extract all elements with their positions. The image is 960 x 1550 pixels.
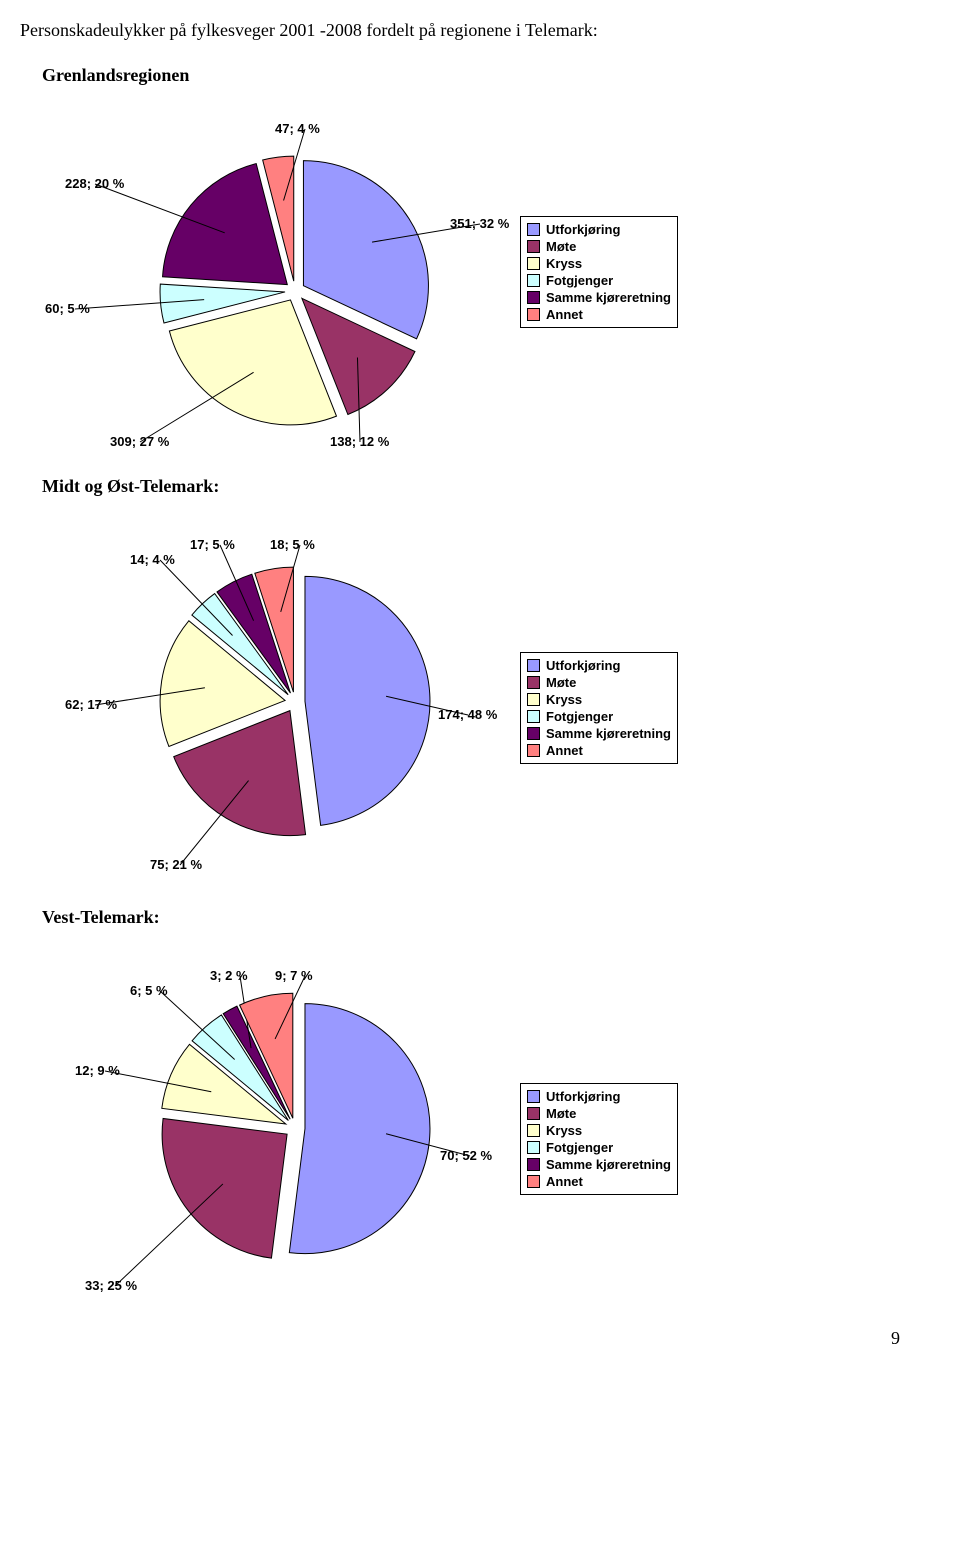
- legend-label: Møte: [546, 239, 576, 254]
- legend-label: Annet: [546, 1174, 583, 1189]
- legend-item: Møte: [527, 674, 671, 691]
- slice-label: 33; 25 %: [85, 1278, 137, 1293]
- legend-item: Utforkjøring: [527, 1088, 671, 1105]
- legend-swatch: [527, 693, 540, 706]
- legend: Utforkjøring Møte Kryss Fotgjenger Samme kjø…: [520, 216, 678, 328]
- legend-swatch: [527, 710, 540, 723]
- legend-item: Kryss: [527, 691, 671, 708]
- chart-block: 174; 48 % 75; 21 % 62; 17 % 14; 4 % 17; 5 % 1…: [20, 497, 920, 897]
- legend-label: Utforkjøring: [546, 222, 620, 237]
- legend-label: Møte: [546, 675, 576, 690]
- legend-label: Fotgjenger: [546, 273, 613, 288]
- slice-label: 70; 52 %: [440, 1148, 492, 1163]
- legend-item: Annet: [527, 306, 671, 323]
- legend-item: Møte: [527, 238, 671, 255]
- slice-label: 12; 9 %: [75, 1063, 120, 1078]
- chart-title: Midt og Øst-Telemark:: [42, 476, 940, 497]
- legend-label: Utforkjøring: [546, 658, 620, 673]
- legend-item: Samme kjøreretning: [527, 1156, 671, 1173]
- legend-swatch: [527, 308, 540, 321]
- legend-item: Samme kjøreretning: [527, 289, 671, 306]
- legend-label: Kryss: [546, 692, 582, 707]
- legend-label: Utforkjøring: [546, 1089, 620, 1104]
- page-number: 9: [20, 1328, 900, 1349]
- pie-slice: [305, 576, 430, 825]
- legend-item: Kryss: [527, 255, 671, 272]
- pie-chart: [20, 86, 920, 466]
- legend-label: Fotgjenger: [546, 1140, 613, 1155]
- slice-label: 18; 5 %: [270, 537, 315, 552]
- slice-label: 17; 5 %: [190, 537, 235, 552]
- legend-item: Utforkjøring: [527, 221, 671, 238]
- slice-label: 47; 4 %: [275, 121, 320, 136]
- slice-label: 6; 5 %: [130, 983, 168, 998]
- legend-item: Utforkjøring: [527, 657, 671, 674]
- slice-label: 228; 20 %: [65, 176, 124, 191]
- slice-label: 60; 5 %: [45, 301, 90, 316]
- legend-item: Møte: [527, 1105, 671, 1122]
- legend-item: Annet: [527, 742, 671, 759]
- slice-label: 3; 2 %: [210, 968, 248, 983]
- legend-swatch: [527, 1141, 540, 1154]
- legend-swatch: [527, 257, 540, 270]
- slice-label: 309; 27 %: [110, 434, 169, 449]
- slice-label: 14; 4 %: [130, 552, 175, 567]
- chart-title: Vest-Telemark:: [42, 907, 940, 928]
- legend-swatch: [527, 291, 540, 304]
- legend-label: Samme kjøreretning: [546, 1157, 671, 1172]
- legend-swatch: [527, 1124, 540, 1137]
- slice-label: 62; 17 %: [65, 697, 117, 712]
- legend-label: Kryss: [546, 1123, 582, 1138]
- legend: Utforkjøring Møte Kryss Fotgjenger Samme kjø…: [520, 652, 678, 764]
- legend-swatch: [527, 1175, 540, 1188]
- legend-item: Annet: [527, 1173, 671, 1190]
- charts-container: Grenlandsregionen 351; 32 % 138; 12 % 309; …: [20, 65, 940, 1308]
- legend-item: Samme kjøreretning: [527, 725, 671, 742]
- pie-slice: [162, 1118, 287, 1258]
- legend-label: Møte: [546, 1106, 576, 1121]
- slice-label: 174; 48 %: [438, 707, 497, 722]
- legend-swatch: [527, 744, 540, 757]
- legend: Utforkjøring Møte Kryss Fotgjenger Samme kjø…: [520, 1083, 678, 1195]
- leader-line: [115, 1184, 223, 1286]
- legend-swatch: [527, 727, 540, 740]
- legend-label: Kryss: [546, 256, 582, 271]
- legend-swatch: [527, 274, 540, 287]
- legend-swatch: [527, 659, 540, 672]
- legend-swatch: [527, 676, 540, 689]
- legend-label: Annet: [546, 743, 583, 758]
- slice-label: 351; 32 %: [450, 216, 509, 231]
- legend-swatch: [527, 223, 540, 236]
- legend-swatch: [527, 1090, 540, 1103]
- legend-item: Kryss: [527, 1122, 671, 1139]
- chart-block: 70; 52 % 33; 25 % 12; 9 % 6; 5 % 3; 2 % 9; 7 …: [20, 928, 920, 1308]
- legend-swatch: [527, 1158, 540, 1171]
- legend-label: Samme kjøreretning: [546, 726, 671, 741]
- slice-label: 138; 12 %: [330, 434, 389, 449]
- legend-label: Fotgjenger: [546, 709, 613, 724]
- legend-swatch: [527, 1107, 540, 1120]
- legend-item: Fotgjenger: [527, 1139, 671, 1156]
- slice-label: 9; 7 %: [275, 968, 313, 983]
- chart-block: 351; 32 % 138; 12 % 309; 27 % 60; 5 % 228; 2…: [20, 86, 920, 466]
- legend-swatch: [527, 240, 540, 253]
- legend-label: Samme kjøreretning: [546, 290, 671, 305]
- chart-title: Grenlandsregionen: [42, 65, 940, 86]
- slice-label: 75; 21 %: [150, 857, 202, 872]
- legend-item: Fotgjenger: [527, 708, 671, 725]
- legend-item: Fotgjenger: [527, 272, 671, 289]
- pie-slice: [289, 1004, 430, 1254]
- legend-label: Annet: [546, 307, 583, 322]
- page-title: Personskadeulykker på fylkesveger 2001 -…: [20, 20, 940, 41]
